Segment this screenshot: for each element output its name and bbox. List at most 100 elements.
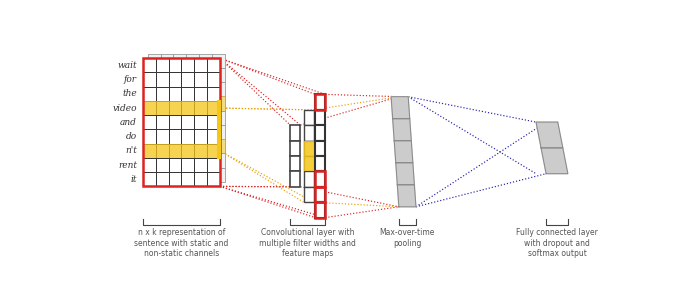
Polygon shape: [396, 163, 414, 185]
Bar: [315, 94, 325, 110]
Bar: [160, 68, 173, 82]
Bar: [303, 156, 313, 171]
Bar: [160, 96, 173, 111]
Bar: [173, 53, 186, 68]
Bar: [218, 101, 220, 158]
Bar: [211, 125, 224, 139]
Bar: [143, 144, 220, 158]
Bar: [143, 101, 220, 115]
Bar: [199, 139, 211, 153]
Text: Fully connected layer
with dropout and
softmax output: Fully connected layer with dropout and s…: [516, 228, 598, 258]
Bar: [186, 96, 199, 111]
Bar: [173, 96, 186, 111]
Bar: [143, 58, 220, 186]
Text: and: and: [120, 118, 137, 127]
Bar: [173, 139, 186, 153]
Bar: [186, 139, 199, 153]
Bar: [186, 53, 199, 68]
Bar: [160, 82, 173, 96]
Bar: [160, 168, 173, 182]
Bar: [148, 153, 160, 168]
Bar: [148, 53, 160, 68]
Bar: [143, 129, 156, 144]
Bar: [169, 144, 182, 158]
Bar: [303, 125, 313, 141]
Bar: [315, 141, 325, 156]
Bar: [169, 158, 182, 172]
Polygon shape: [397, 185, 416, 207]
Bar: [211, 153, 224, 168]
Bar: [156, 144, 169, 158]
Text: the: the: [122, 89, 137, 98]
Bar: [148, 96, 224, 111]
Polygon shape: [391, 97, 410, 119]
Bar: [143, 144, 156, 158]
Bar: [199, 153, 211, 168]
Bar: [148, 96, 160, 111]
Bar: [211, 82, 224, 96]
Text: video: video: [112, 104, 137, 113]
Bar: [148, 139, 160, 153]
Bar: [207, 87, 220, 101]
Bar: [315, 125, 325, 141]
Text: for: for: [124, 75, 137, 84]
Bar: [160, 139, 173, 153]
Bar: [194, 87, 207, 101]
Bar: [315, 202, 325, 218]
Bar: [211, 139, 224, 153]
Bar: [182, 101, 194, 115]
Bar: [194, 129, 207, 144]
Bar: [211, 68, 224, 82]
Bar: [218, 101, 220, 158]
Bar: [186, 82, 199, 96]
Bar: [199, 96, 211, 111]
Bar: [182, 144, 194, 158]
Bar: [211, 53, 224, 68]
Bar: [303, 141, 313, 156]
Bar: [143, 158, 156, 172]
Bar: [315, 202, 325, 218]
Text: Max-over-time
pooling: Max-over-time pooling: [379, 228, 435, 248]
Bar: [160, 125, 173, 139]
Bar: [303, 171, 313, 187]
Bar: [182, 87, 194, 101]
Bar: [156, 115, 169, 129]
Text: n x k representation of
sentence with static and
non-static channels: n x k representation of sentence with st…: [135, 228, 228, 258]
Bar: [182, 129, 194, 144]
Bar: [182, 58, 194, 72]
Text: do: do: [126, 132, 137, 141]
Bar: [194, 115, 207, 129]
Bar: [169, 58, 182, 72]
Bar: [315, 156, 325, 171]
Bar: [186, 125, 199, 139]
Bar: [186, 153, 199, 168]
Bar: [148, 82, 160, 96]
Bar: [303, 110, 313, 125]
Text: Convolutional layer with
multiple filter widths and
feature maps: Convolutional layer with multiple filter…: [259, 228, 356, 258]
Bar: [211, 168, 224, 182]
Bar: [156, 101, 169, 115]
Bar: [148, 111, 160, 125]
Bar: [207, 115, 220, 129]
Polygon shape: [394, 141, 413, 163]
Bar: [194, 144, 207, 158]
Bar: [156, 87, 169, 101]
Bar: [173, 111, 186, 125]
Bar: [194, 101, 207, 115]
Bar: [143, 101, 156, 115]
Bar: [143, 115, 156, 129]
Bar: [143, 58, 156, 72]
Bar: [148, 125, 160, 139]
Bar: [173, 82, 186, 96]
Bar: [303, 141, 313, 156]
Bar: [156, 158, 169, 172]
Bar: [148, 68, 160, 82]
Bar: [169, 87, 182, 101]
Bar: [207, 129, 220, 144]
Bar: [199, 125, 211, 139]
Bar: [290, 125, 301, 141]
Bar: [315, 171, 325, 187]
Bar: [143, 87, 156, 101]
Bar: [186, 68, 199, 82]
Bar: [199, 53, 211, 68]
